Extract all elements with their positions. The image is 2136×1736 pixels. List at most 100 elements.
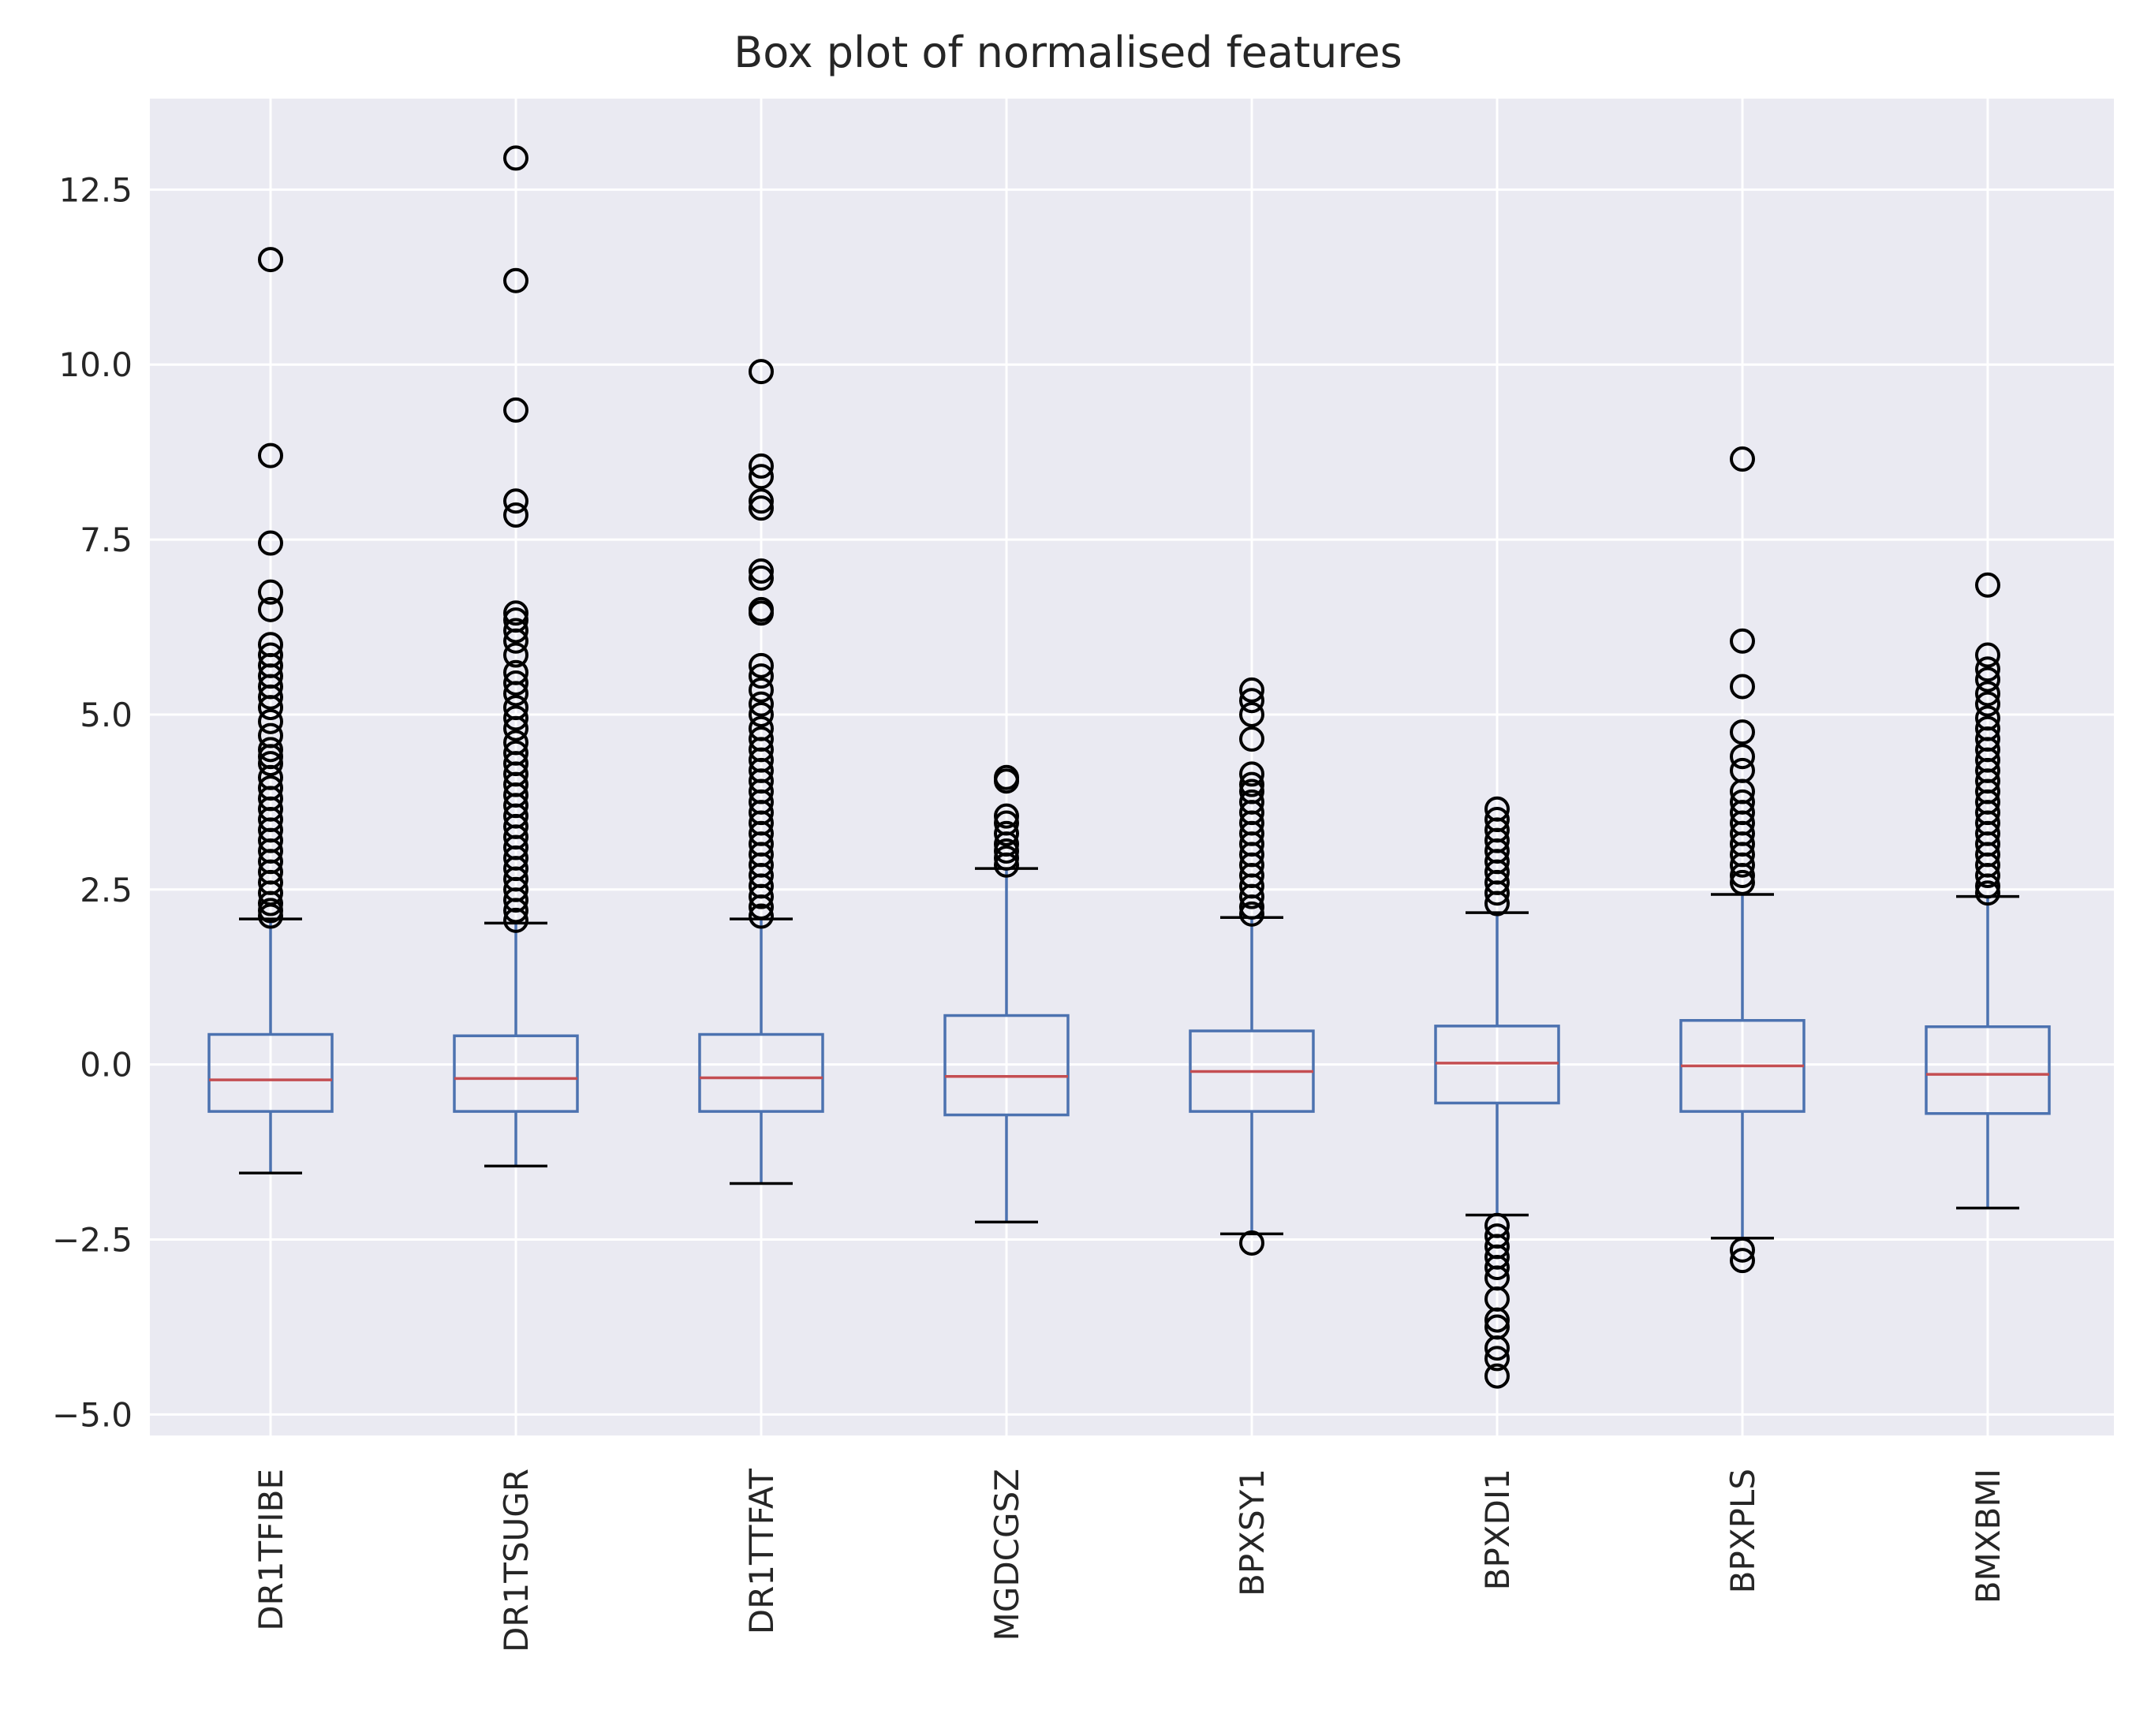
y-tick-label: 0.0 [80,1046,133,1085]
outlier-point [749,691,774,717]
outlier-point [1730,719,1755,745]
y-tick-label: −5.0 [52,1395,133,1434]
outlier-point [503,705,528,731]
x-tick-label: DR1TTFAT [742,1469,781,1635]
outlier-point [1730,674,1755,700]
outlier-point [1239,894,1264,920]
outlier-point [1239,726,1264,752]
y-tick-label: 12.5 [58,170,133,209]
outlier-point [258,751,283,777]
y-tick-label: 5.0 [80,696,133,734]
outlier-point [1730,628,1755,654]
outlier-point [503,907,528,933]
outlier-point [258,596,283,622]
outlier-point [749,883,774,909]
outlier-point [749,903,774,929]
iqr-box [1925,1025,2051,1115]
outlier-point [1975,572,2000,598]
iqr-box [943,1014,1070,1117]
outlier-point [1484,880,1510,906]
outlier-point [503,397,528,423]
outlier-point [749,701,774,727]
box-dr1tfibe [207,247,334,1174]
outlier-point [503,642,528,668]
x-tick-label: BMXBMI [1969,1469,2007,1603]
outlier-point [1484,1363,1510,1389]
iqr-box [698,1032,824,1113]
outlier-point [503,898,528,924]
x-tick-label: BPXSY1 [1233,1469,1272,1596]
x-tick-label: DR1TFIBE [252,1469,290,1631]
outlier-point [1730,852,1755,878]
y-tick-label: 10.0 [58,345,133,384]
outlier-point [503,600,528,626]
outlier-point [1239,901,1264,927]
outlier-point [1730,1248,1755,1274]
x-axis-ticks: DR1TFIBE DR1TSUGR DR1TTFAT MGDCGSZ BPXSY1 BPX… [252,1469,2007,1652]
box-bpxdi1 [1434,796,1560,1389]
outlier-point [503,887,528,913]
x-tick-label: MGDCGSZ [988,1469,1026,1641]
outlier-point [1239,1230,1264,1256]
box-dr1ttfat [698,359,824,1185]
box-mgdcgsz [943,764,1070,1224]
outlier-point [1484,1335,1510,1361]
outlier-point [749,359,774,385]
outlier-point [1730,1237,1755,1263]
x-tick-label: BPXDI1 [1478,1469,1517,1590]
outlier-point [749,663,774,689]
plot-area [150,99,2114,1435]
outlier-point [1239,688,1264,714]
outlier-point [994,803,1019,829]
outlier-point [749,677,774,703]
outlier-point [749,565,774,591]
outlier-point [503,502,528,528]
outlier-point [1975,681,2000,707]
outlier-point [503,488,528,514]
outlier-point [258,442,283,469]
outlier-point [1484,1346,1510,1372]
outlier-point [258,890,283,917]
outlier-point [749,495,774,521]
outlier-point [1484,890,1510,917]
outlier-point [258,247,283,273]
outlier-point [1730,744,1755,770]
outlier-point [503,145,528,171]
y-tick-label: −2.5 [52,1221,133,1260]
outlier-point [1730,869,1755,895]
y-tick-label: 7.5 [80,521,133,559]
outlier-point [749,652,774,678]
outlier-point [1484,1307,1510,1333]
outlier-point [1730,863,1755,889]
boxes [207,145,2051,1389]
outlier-point [1484,1255,1510,1281]
outlier-point [258,684,283,710]
outlier-point [1239,771,1264,797]
y-axis-ticks: −5.0 −2.5 0.0 2.5 5.0 7.5 10.0 12.5 [52,170,133,1434]
outlier-point [1975,666,2000,693]
outlier-point [1730,446,1755,472]
iqr-box [1434,1025,1560,1105]
box-bpxpls [1679,446,1806,1274]
outlier-point [258,737,283,763]
outlier-point [1239,701,1264,727]
outlier-point [503,628,528,654]
outlier-point [503,681,528,707]
outlier-point [1239,761,1264,787]
outlier-point [1239,677,1264,703]
outlier-point [503,715,528,741]
outlier-point [994,852,1019,878]
outlier-point [258,695,283,721]
outlier-point [1975,863,2000,889]
outlier-point [1975,873,2000,899]
outlier-point [994,768,1019,794]
box-bpxsy1 [1189,677,1315,1256]
iqr-box [207,1032,334,1113]
y-tick-label: 2.5 [80,871,133,909]
x-tick-label: DR1TSUGR [497,1469,536,1652]
outlier-point [1975,880,2000,906]
chart-title: Box plot of normalised features [734,28,1402,77]
outlier-point [503,618,528,644]
outlier-point [258,903,283,929]
